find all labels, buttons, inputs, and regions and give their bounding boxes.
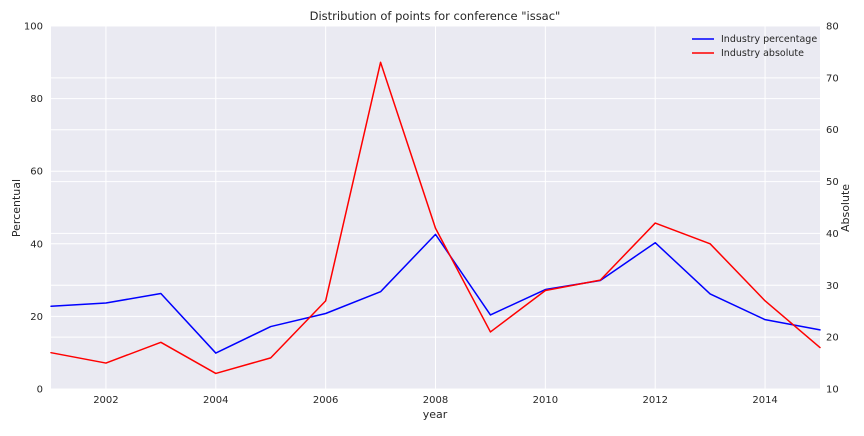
series-lines [50, 61, 821, 375]
x-tick-label: 2004 [203, 395, 228, 406]
right-axis-ticks: 10 20 30 40 50 60 70 80 [826, 22, 839, 396]
right-axis-label: Absolute [839, 184, 852, 232]
x-axis-ticks: 2002 2004 2006 2008 2010 2012 2014 [93, 395, 778, 406]
series-line-industry-absolute [50, 61, 821, 375]
x-tick-label: 2002 [93, 395, 118, 406]
left-tick-label: 60 [30, 167, 43, 178]
right-tick-label: 70 [826, 73, 839, 84]
left-tick-label: 20 [30, 312, 43, 323]
right-tick-label: 50 [826, 177, 839, 188]
left-axis-label: Percentual [10, 179, 23, 237]
legend: Industry percentage Industry absolute [692, 34, 817, 59]
right-tick-label: 60 [826, 125, 839, 136]
chart-title: Distribution of points for conference "i… [310, 9, 561, 23]
left-tick-label: 40 [30, 239, 43, 250]
left-tick-label: 0 [37, 385, 43, 396]
x-tick-label: 2006 [313, 395, 338, 406]
right-tick-label: 10 [826, 385, 839, 396]
x-tick-label: 2012 [642, 395, 667, 406]
right-tick-label: 30 [826, 281, 839, 292]
left-tick-label: 100 [24, 22, 43, 33]
series-line-industry-percentage [50, 233, 821, 354]
grid-lines [51, 25, 820, 390]
x-tick-label: 2010 [533, 395, 558, 406]
right-tick-label: 20 [826, 333, 839, 344]
left-axis-ticks: 0 20 40 60 80 100 [24, 22, 43, 396]
legend-label-industry-absolute: Industry absolute [721, 48, 804, 59]
x-tick-label: 2008 [423, 395, 448, 406]
x-axis-label: year [423, 408, 448, 421]
left-tick-label: 80 [30, 94, 43, 105]
legend-label-industry-percentage: Industry percentage [721, 34, 817, 45]
x-tick-label: 2014 [752, 395, 777, 406]
right-tick-label: 80 [826, 22, 839, 33]
right-tick-label: 40 [826, 229, 839, 240]
